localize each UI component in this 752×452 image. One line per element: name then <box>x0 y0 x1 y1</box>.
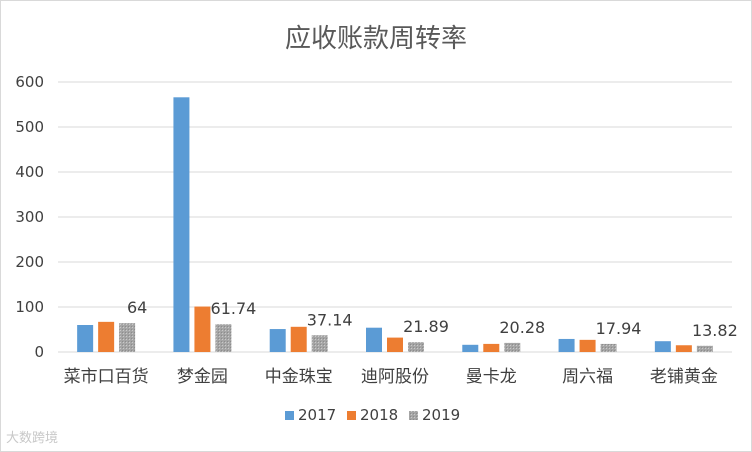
bar-2018-2 <box>290 326 307 352</box>
bar-2017-0 <box>77 325 94 352</box>
x-axis: 菜市口百货 梦金园 中金珠宝 迪阿股份 曼卡龙 周六福 老铺黄金 <box>64 367 718 387</box>
bar-2019-3 <box>408 342 424 352</box>
bar-2018-5 <box>579 339 596 352</box>
data-label-1: 61.74 <box>211 299 257 318</box>
bar-2018-6 <box>675 345 692 352</box>
data-label-4: 20.28 <box>499 318 545 337</box>
data-label-3: 21.89 <box>403 317 449 336</box>
bar-2019-5 <box>600 343 617 352</box>
bar-2017-6 <box>654 341 671 352</box>
y-tick-label-5: 500 <box>15 118 44 136</box>
watermark: 大数跨境 <box>6 431 59 446</box>
y-axis: 0 100 200 300 400 500 600 <box>15 73 44 361</box>
bar-2018-3 <box>387 337 403 352</box>
category-label-3: 迪阿股份 <box>361 367 429 387</box>
bars <box>77 97 713 352</box>
bar-2017-5 <box>558 338 575 352</box>
category-label-5: 周六福 <box>562 367 613 387</box>
bar-2019-4 <box>504 342 521 352</box>
bar-2019-0 <box>119 323 136 352</box>
y-tick-label-0: 0 <box>34 343 44 361</box>
y-tick-label-4: 400 <box>15 163 44 181</box>
legend-swatch-2018 <box>347 411 356 420</box>
category-label-4: 曼卡龙 <box>466 367 517 387</box>
bar-2017-3 <box>366 327 382 352</box>
y-tick-label-2: 200 <box>15 253 44 271</box>
data-label-6: 13.82 <box>692 321 738 340</box>
y-tick-label-3: 300 <box>15 208 44 226</box>
bar-2017-1 <box>173 97 190 352</box>
bar-2018-0 <box>98 321 115 352</box>
y-tick-label-1: 100 <box>15 298 44 316</box>
category-label-6: 老铺黄金 <box>650 367 718 387</box>
legend-swatch-2019 <box>409 411 418 420</box>
bar-2019-2 <box>311 335 328 352</box>
legend-label-2018: 2018 <box>360 406 398 424</box>
category-label-0: 菜市口百货 <box>64 367 149 387</box>
data-label-0: 64 <box>127 298 147 317</box>
bar-2019-1 <box>215 324 232 352</box>
y-tick-label-6: 600 <box>15 73 44 91</box>
bar-2017-2 <box>269 329 286 352</box>
bar-2019-6 <box>696 345 713 352</box>
category-label-2: 中金珠宝 <box>265 367 333 387</box>
data-label-2: 37.14 <box>307 310 353 329</box>
bar-2018-1 <box>194 306 211 352</box>
legend: 2017 2018 2019 <box>285 406 460 424</box>
data-labels: 64 61.74 37.14 21.89 20.28 17.94 13.82 <box>127 298 738 340</box>
legend-label-2019: 2019 <box>422 406 460 424</box>
bar-2018-4 <box>483 343 500 352</box>
category-label-1: 梦金园 <box>177 367 228 387</box>
legend-label-2017: 2017 <box>298 406 336 424</box>
data-label-5: 17.94 <box>596 319 642 338</box>
gridlines <box>58 81 732 353</box>
chart-title: 应收账款周转率 <box>285 24 467 54</box>
legend-swatch-2017 <box>285 411 294 420</box>
bar-2017-4 <box>462 344 479 352</box>
